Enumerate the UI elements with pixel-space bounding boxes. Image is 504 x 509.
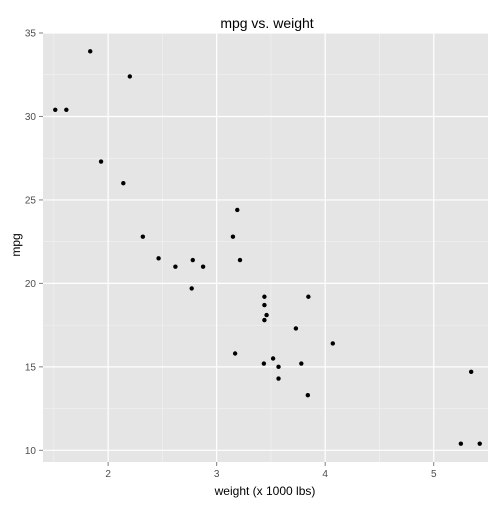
data-points: [53, 49, 482, 446]
data-point: [98, 159, 104, 164]
data-point: [173, 264, 178, 269]
data-point: [293, 326, 299, 331]
x-tick-label: 2: [105, 469, 111, 480]
data-point: [121, 181, 126, 186]
x-tick-label: 4: [322, 469, 328, 480]
data-point: [140, 234, 146, 239]
y-axis-ticks: 10 15 20 25 30 35: [25, 29, 43, 457]
data-point: [262, 294, 267, 299]
x-tick-label: 3: [214, 469, 220, 480]
data-point: [262, 317, 267, 323]
data-point: [305, 393, 311, 398]
data-point: [264, 312, 269, 318]
data-point: [306, 294, 311, 299]
data-point: [299, 361, 304, 366]
data-point: [261, 361, 267, 366]
data-point: [270, 356, 276, 361]
data-point: [190, 257, 195, 263]
data-point: [127, 74, 133, 79]
major-gridlines: [43, 32, 488, 462]
data-point: [237, 257, 243, 263]
y-tick-label: 25: [25, 195, 37, 206]
data-point: [235, 207, 240, 213]
data-point: [53, 107, 58, 112]
data-point: [156, 256, 161, 261]
data-point: [232, 351, 238, 356]
data-point: [458, 441, 464, 446]
data-point: [262, 302, 267, 308]
data-point: [468, 369, 474, 375]
data-point: [477, 441, 482, 446]
y-tick-label: 30: [25, 112, 37, 123]
data-point: [276, 364, 281, 370]
x-axis-title: weight (x 1000 lbs): [214, 484, 316, 498]
x-tick-label: 5: [431, 469, 437, 480]
data-point: [64, 107, 69, 112]
minor-gridlines: [43, 33, 488, 462]
plot-panel: [43, 33, 488, 462]
y-tick-label: 35: [25, 29, 37, 40]
y-tick-label: 15: [25, 362, 37, 373]
y-axis-title: mpg: [9, 233, 23, 256]
data-point: [230, 234, 236, 239]
data-point: [276, 376, 281, 381]
data-point: [200, 264, 206, 269]
data-point: [330, 341, 335, 346]
y-tick-label: 10: [25, 446, 37, 457]
chart-title: mpg vs. weight: [220, 15, 313, 31]
data-point: [88, 49, 93, 54]
data-point: [189, 286, 194, 291]
y-tick-label: 20: [25, 279, 37, 290]
x-axis-ticks: 2 3 4 5: [105, 462, 437, 480]
